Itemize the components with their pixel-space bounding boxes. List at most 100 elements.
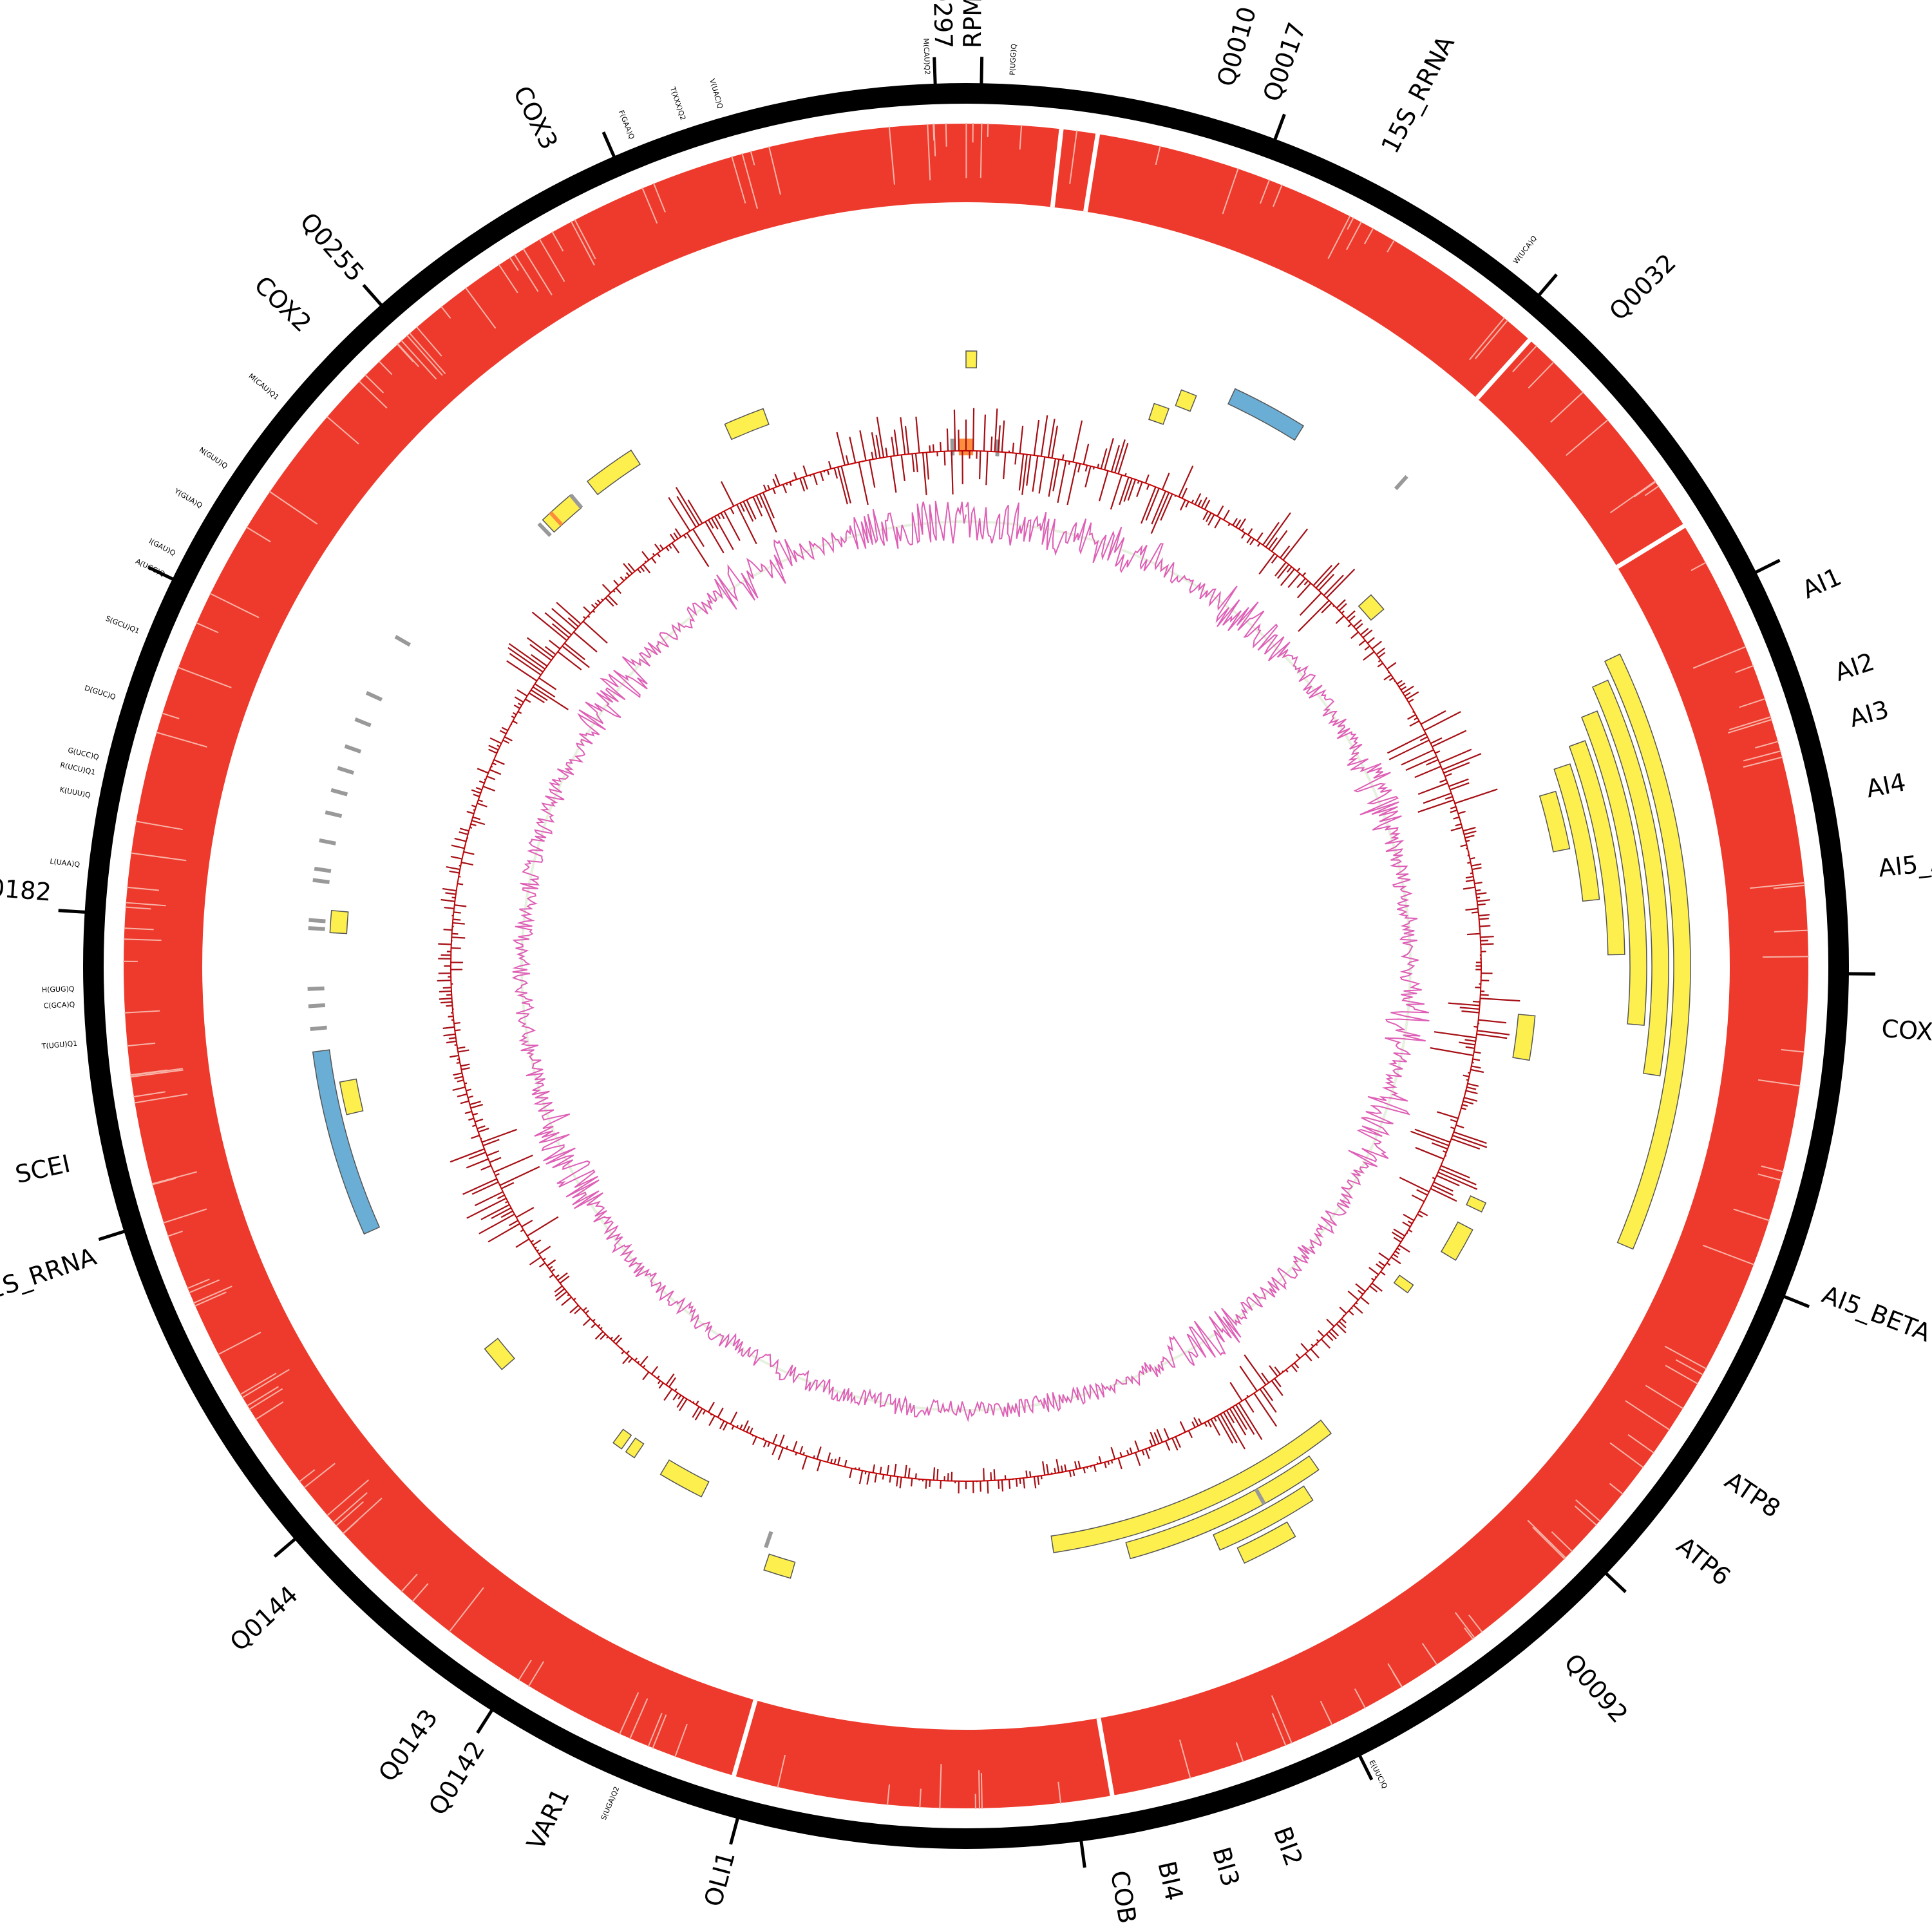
gene-feature: [1125, 1455, 1320, 1560]
skew-bar: [1477, 899, 1490, 902]
skew-bar: [1430, 1188, 1457, 1202]
skew-bar: [507, 647, 544, 673]
skew-bar: [782, 484, 788, 493]
skew-bar: [683, 534, 687, 539]
coverage-dip: [396, 343, 414, 363]
skew-bar: [656, 553, 661, 558]
coverage-dip: [518, 1660, 532, 1681]
skew-bar: [1464, 1039, 1476, 1042]
skew-bar: [1262, 522, 1280, 545]
skew-bar: [786, 482, 788, 486]
skew-bar: [1171, 1437, 1179, 1451]
trna-label: T(XXX)Q2: [668, 86, 688, 122]
trna-feature: [319, 838, 336, 846]
trna-label: G(UCC)Q: [67, 746, 100, 761]
skew-bar: [668, 544, 672, 549]
skew-bar: [607, 594, 618, 605]
coverage-dip: [647, 1712, 663, 1747]
skew-bar: [1477, 903, 1486, 906]
skew-bar: [457, 1046, 466, 1049]
skew-bar: [858, 462, 869, 506]
skew-bar: [620, 1347, 623, 1350]
skew-bar: [1350, 1307, 1353, 1310]
skew-bar: [990, 436, 993, 452]
skew-bar: [486, 775, 496, 781]
gene-label: ATP8: [1719, 1466, 1785, 1524]
gene-label: COX2: [249, 270, 317, 337]
skew-bar: [559, 1275, 570, 1284]
skew-bar: [587, 615, 591, 618]
skew-bar: [549, 639, 561, 650]
coverage-dip: [1069, 130, 1078, 184]
skew-bar: [489, 1157, 502, 1163]
skew-bar: [1332, 605, 1335, 607]
skew-bar: [1068, 1470, 1072, 1477]
skew-bar: [1471, 1065, 1481, 1069]
coverage-dip: [1781, 1048, 1805, 1053]
trna-feature: [354, 717, 372, 728]
skew-bar: [869, 459, 876, 488]
skew-bar: [439, 990, 452, 993]
skew-bar: [1342, 1314, 1345, 1317]
skew-bar: [1181, 488, 1188, 499]
skew-bar: [468, 1095, 473, 1099]
skew-bar: [755, 495, 763, 508]
skew-bar: [1467, 855, 1470, 857]
skew-bar: [471, 804, 477, 808]
skew-bar: [752, 496, 763, 516]
skew-bar: [1178, 465, 1194, 497]
skew-bar: [1358, 639, 1366, 647]
skew-bar: [792, 1441, 798, 1452]
skew-bar: [512, 720, 518, 724]
skew-bar: [1476, 1033, 1508, 1039]
skew-bar: [983, 1468, 985, 1481]
coverage-dip: [1354, 1688, 1367, 1709]
skew-bar: [1325, 569, 1356, 599]
skew-bar: [1348, 615, 1356, 622]
coverage-ring: [123, 122, 1809, 1809]
coverage-dip: [401, 339, 437, 380]
coverage-dip: [1644, 485, 1660, 497]
skew-bar: [500, 1210, 513, 1218]
skew-bar: [746, 1425, 750, 1433]
skew-bar: [642, 564, 651, 574]
coverage-dip: [1387, 240, 1396, 252]
backbone-tick: [980, 57, 984, 84]
skew-bar: [795, 1452, 797, 1456]
skew-bar: [582, 1307, 587, 1312]
coverage-dip: [980, 1773, 983, 1809]
trna-feature: [308, 926, 325, 931]
coverage-dip: [1019, 124, 1023, 150]
skew-bar: [896, 1476, 899, 1487]
skew-bar: [1463, 886, 1475, 890]
skew-bar: [882, 1474, 885, 1480]
skew-bar: [1280, 568, 1295, 586]
trna-label: D(GUC)Q: [84, 684, 117, 702]
gene-label: Q0255: [294, 207, 370, 287]
coverage-dip: [130, 852, 187, 862]
skew-bar: [450, 1148, 485, 1163]
skew-bar: [1396, 1247, 1401, 1251]
skew-bar: [1444, 1155, 1447, 1157]
skew-bar: [615, 1337, 623, 1345]
skew-bar: [551, 1269, 555, 1273]
skew-bar: [1146, 484, 1150, 490]
skew-bar: [446, 1040, 457, 1044]
feature-tracks: [307, 350, 1691, 1579]
skew-bar: [1353, 1305, 1363, 1314]
skew-bar: [497, 744, 500, 748]
skew-bar: [1437, 1111, 1459, 1119]
gene-feature: [1591, 679, 1669, 1077]
skew-bar: [601, 598, 604, 601]
skew-bar: [1054, 1468, 1057, 1474]
skew-bar: [1465, 907, 1479, 911]
skew-bar: [1008, 1479, 1011, 1489]
coverage-dip: [945, 123, 947, 147]
skew-bar: [1072, 1470, 1075, 1477]
skew-bar: [470, 1104, 484, 1109]
skew-bar: [900, 417, 906, 455]
skew-bar: [471, 789, 481, 794]
gene-feature: [724, 408, 770, 440]
skew-bar: [1083, 1467, 1086, 1473]
skew-bar: [802, 1452, 805, 1455]
